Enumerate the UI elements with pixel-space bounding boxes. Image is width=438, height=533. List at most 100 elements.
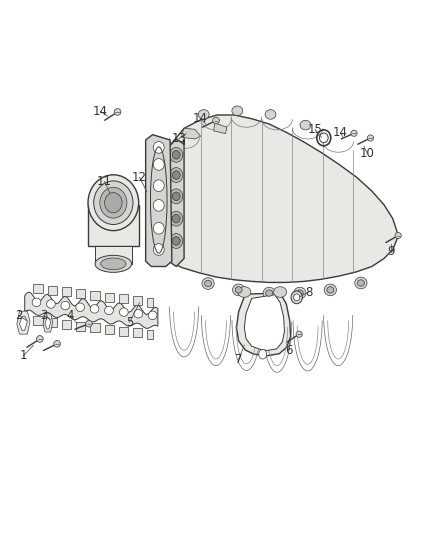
Polygon shape: [214, 123, 227, 134]
Polygon shape: [119, 294, 128, 303]
Ellipse shape: [88, 175, 139, 231]
Ellipse shape: [90, 305, 99, 313]
Polygon shape: [76, 321, 85, 330]
Polygon shape: [88, 205, 139, 246]
Ellipse shape: [105, 306, 113, 314]
Text: 7: 7: [235, 353, 242, 366]
Ellipse shape: [172, 151, 180, 159]
Polygon shape: [43, 314, 53, 332]
Text: 9: 9: [388, 245, 395, 258]
Ellipse shape: [367, 135, 374, 141]
Polygon shape: [62, 320, 71, 329]
Polygon shape: [19, 316, 27, 330]
Ellipse shape: [265, 110, 276, 119]
Polygon shape: [105, 325, 114, 334]
Ellipse shape: [170, 148, 183, 163]
Ellipse shape: [319, 133, 328, 143]
Ellipse shape: [114, 109, 121, 115]
Text: 10: 10: [360, 147, 375, 160]
Ellipse shape: [263, 287, 276, 299]
Ellipse shape: [76, 303, 85, 311]
Polygon shape: [237, 293, 290, 356]
Polygon shape: [25, 292, 158, 328]
Ellipse shape: [232, 106, 243, 116]
Text: 8: 8: [305, 286, 312, 298]
Polygon shape: [105, 293, 114, 302]
Text: 3: 3: [40, 309, 47, 322]
Ellipse shape: [355, 277, 367, 289]
Text: 2: 2: [15, 309, 23, 322]
Polygon shape: [146, 135, 172, 266]
Polygon shape: [169, 115, 397, 282]
Polygon shape: [48, 286, 57, 295]
Ellipse shape: [266, 290, 273, 296]
Ellipse shape: [100, 187, 127, 218]
Ellipse shape: [153, 199, 164, 211]
Polygon shape: [90, 323, 99, 332]
Ellipse shape: [134, 310, 143, 318]
Text: 11: 11: [97, 175, 112, 188]
Text: 13: 13: [171, 132, 186, 146]
Ellipse shape: [172, 171, 180, 179]
Ellipse shape: [212, 117, 219, 124]
Polygon shape: [169, 139, 184, 266]
Ellipse shape: [296, 290, 303, 296]
Text: 14: 14: [333, 126, 348, 139]
Ellipse shape: [46, 300, 55, 308]
Ellipse shape: [120, 308, 128, 317]
Ellipse shape: [293, 294, 300, 301]
Text: 4: 4: [67, 309, 74, 322]
Ellipse shape: [94, 181, 133, 224]
Polygon shape: [33, 317, 43, 326]
Polygon shape: [33, 284, 43, 293]
Ellipse shape: [105, 192, 122, 213]
Polygon shape: [133, 328, 142, 337]
Ellipse shape: [170, 189, 183, 204]
Ellipse shape: [296, 331, 302, 337]
Ellipse shape: [172, 214, 180, 223]
Text: 5: 5: [126, 316, 133, 329]
Ellipse shape: [153, 180, 164, 191]
Ellipse shape: [395, 232, 401, 239]
Ellipse shape: [36, 336, 43, 342]
Ellipse shape: [238, 287, 251, 297]
Ellipse shape: [153, 142, 164, 154]
Polygon shape: [17, 311, 30, 334]
Polygon shape: [62, 287, 71, 296]
Ellipse shape: [172, 192, 180, 200]
Ellipse shape: [205, 280, 212, 287]
Ellipse shape: [153, 222, 164, 234]
Ellipse shape: [259, 350, 267, 359]
Text: 6: 6: [285, 344, 293, 357]
Polygon shape: [133, 296, 142, 305]
Polygon shape: [147, 297, 153, 306]
Polygon shape: [76, 289, 85, 298]
Ellipse shape: [324, 284, 336, 296]
Ellipse shape: [351, 130, 357, 136]
Ellipse shape: [95, 255, 132, 272]
Ellipse shape: [233, 284, 245, 296]
Ellipse shape: [54, 341, 60, 347]
Ellipse shape: [153, 244, 164, 255]
Polygon shape: [147, 330, 153, 339]
Ellipse shape: [101, 258, 126, 270]
Ellipse shape: [202, 278, 214, 289]
Ellipse shape: [170, 167, 183, 182]
Ellipse shape: [300, 120, 311, 130]
Ellipse shape: [85, 320, 92, 327]
Polygon shape: [182, 128, 201, 139]
Ellipse shape: [170, 211, 183, 226]
Polygon shape: [90, 291, 99, 300]
Ellipse shape: [235, 287, 242, 293]
Polygon shape: [119, 327, 128, 336]
Ellipse shape: [61, 301, 70, 310]
Polygon shape: [244, 295, 285, 351]
Ellipse shape: [148, 311, 157, 320]
Ellipse shape: [153, 159, 164, 170]
Text: 14: 14: [193, 112, 208, 125]
Ellipse shape: [293, 287, 306, 299]
Ellipse shape: [170, 233, 183, 248]
Ellipse shape: [357, 280, 364, 286]
Ellipse shape: [274, 287, 287, 297]
Text: 14: 14: [93, 105, 108, 118]
